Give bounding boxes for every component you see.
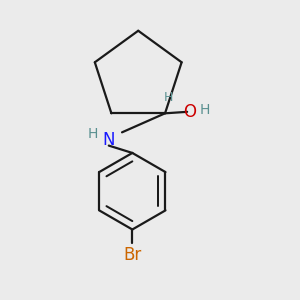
Text: H: H	[87, 127, 98, 141]
Text: H: H	[200, 103, 210, 117]
Text: O: O	[184, 103, 196, 121]
Text: H: H	[163, 91, 173, 103]
Text: N: N	[103, 131, 115, 149]
Text: Br: Br	[123, 246, 142, 264]
